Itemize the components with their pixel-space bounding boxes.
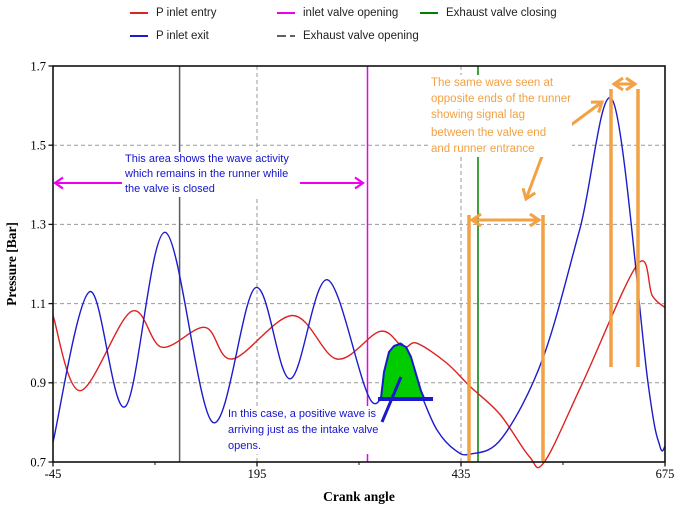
x-tick-label: 195 xyxy=(248,467,267,481)
y-tick-label: 1.1 xyxy=(30,297,46,311)
legend-label: Exhaust valve opening xyxy=(303,30,419,42)
legend-label: P inlet entry xyxy=(156,7,217,19)
legend-item-p-inlet-entry: P inlet entry xyxy=(130,7,217,19)
y-axis-title: Pressure [Bar] xyxy=(4,222,19,306)
note-line: the valve is closed xyxy=(125,183,215,195)
legend-swatch-magenta-line xyxy=(277,12,295,14)
legend-label: inlet valve opening xyxy=(303,7,399,19)
legend-label: Exhaust valve closing xyxy=(446,7,557,19)
x-tick-label: 435 xyxy=(452,467,471,481)
note-line: between the valve end xyxy=(431,127,547,139)
note-line: which remains in the runner while xyxy=(125,168,289,180)
y-tick-label: 1.5 xyxy=(30,139,46,153)
note-line: opposite ends of the runner xyxy=(431,93,572,105)
note-line: showing signal lag xyxy=(431,109,525,121)
note-line: In this case, a positive wave is xyxy=(228,408,376,420)
note-runner-wave-activity: This area shows the wave activity which … xyxy=(124,152,290,197)
legend-item-p-inlet-exit: P inlet exit xyxy=(130,30,209,42)
legend-item-exhaust-valve-closing: Exhaust valve closing xyxy=(420,7,557,19)
x-tick-label: 675 xyxy=(656,467,675,481)
note-signal-lag: The same wave seen at opposite ends of t… xyxy=(430,75,573,157)
legend-swatch-gray-line xyxy=(277,35,295,37)
note-line: The same wave seen at xyxy=(431,77,554,89)
legend-label: P inlet exit xyxy=(156,30,209,42)
note-line: This area shows the wave activity xyxy=(125,153,289,165)
legend-swatch-blue-line xyxy=(130,35,148,37)
x-axis-title: Crank angle xyxy=(323,489,395,504)
note-line: arriving just as the intake valve xyxy=(228,424,379,436)
y-tick-label: 1.3 xyxy=(30,218,46,232)
legend-item-exhaust-valve-opening: Exhaust valve opening xyxy=(277,30,419,42)
positive-wave-pulse xyxy=(380,343,425,399)
y-tick-label: 1.7 xyxy=(30,59,46,73)
legend-swatch-green-line xyxy=(420,12,438,14)
p-inlet-entry-curve xyxy=(52,260,666,469)
y-tick-label: 0.7 xyxy=(30,455,46,469)
legend-swatch-red-line xyxy=(130,12,148,14)
pulse-pointer-line xyxy=(380,376,403,423)
note-line: and runner entrance xyxy=(431,143,535,155)
x-tick-label: -45 xyxy=(45,467,62,481)
note-line: opens. xyxy=(228,440,262,452)
y-tick-label: 0.9 xyxy=(30,376,46,390)
legend-item-inlet-valve-opening: inlet valve opening xyxy=(277,7,398,19)
note-positive-wave: In this case, a positive wave is arrivin… xyxy=(227,406,380,454)
